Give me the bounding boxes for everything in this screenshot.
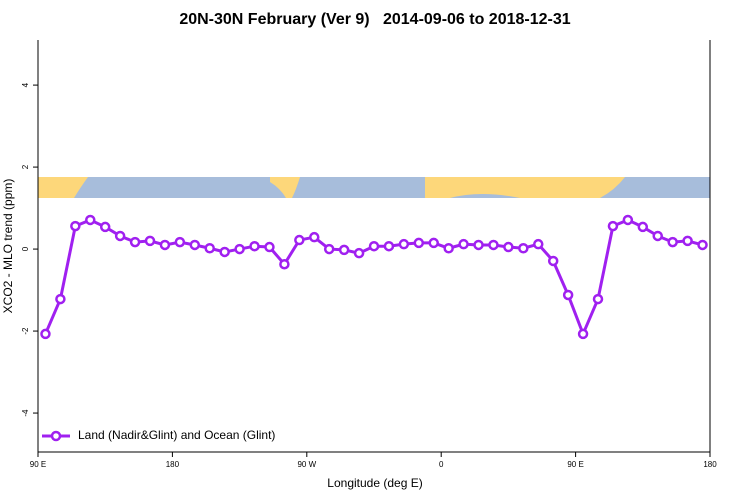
x-tick-label: 0 [439,460,444,469]
x-axis-label: Longitude (deg E) [327,476,422,490]
data-point [70,220,81,232]
data-point [398,238,410,250]
y-tick-label: 2 [21,164,30,169]
data-point [533,238,544,250]
legend-label: Land (Nadir&Glint) and Ocean (Glint) [78,428,275,442]
map-band [38,177,710,198]
data-point [607,220,619,232]
data-point [667,236,678,248]
x-tick-label: 180 [166,460,180,469]
y-tick-label: 4 [21,82,30,87]
data-point [473,239,484,251]
data-point [697,239,708,251]
data-point [144,235,156,247]
data-point [682,235,693,247]
x-tick-label: 90 E [30,460,46,469]
x-tick-label: 180 [703,460,717,469]
data-point [189,239,201,251]
data-point [488,239,499,251]
data-point [637,221,649,233]
data-point [338,244,350,256]
x-tick-label: 90 E [567,460,583,469]
data-point [294,234,305,246]
data-point [383,240,395,252]
data-point [547,255,559,267]
x-tick-label: 90 W [297,460,316,469]
y-tick-label: 0 [21,246,30,251]
data-point [577,328,589,340]
data-point [174,236,186,248]
data-point [622,214,634,226]
legend-marker [50,430,62,442]
data-point [99,221,111,233]
data-point [443,243,454,254]
data-point [503,241,514,253]
y-tick-label: -4 [21,409,30,417]
series-line [44,218,703,338]
y-axis-label: XCO2 - MLO trend (ppm) [1,179,15,314]
data-point [562,289,574,301]
data-point [592,293,604,305]
data-point [114,230,126,242]
data-point [234,243,245,255]
data-point [55,293,66,305]
data-point [85,214,96,226]
data-point [249,240,260,252]
data-point [652,230,663,242]
y-tick-label: -2 [21,327,30,335]
data-point [40,328,51,340]
data-point [264,241,275,253]
data-point [309,231,320,243]
data-point [353,247,365,259]
data-point [368,240,380,252]
chart-title: 20N-30N February (Ver 9) 2014-09-06 to 2… [179,11,570,28]
data-point [219,246,230,258]
data-point [458,238,469,250]
data-point [159,239,171,251]
data-point [323,243,335,255]
data-point [279,258,290,270]
data-point [428,237,439,249]
data-point [129,236,141,248]
data-point [413,237,425,249]
data-point [204,243,215,254]
data-point [518,243,529,254]
